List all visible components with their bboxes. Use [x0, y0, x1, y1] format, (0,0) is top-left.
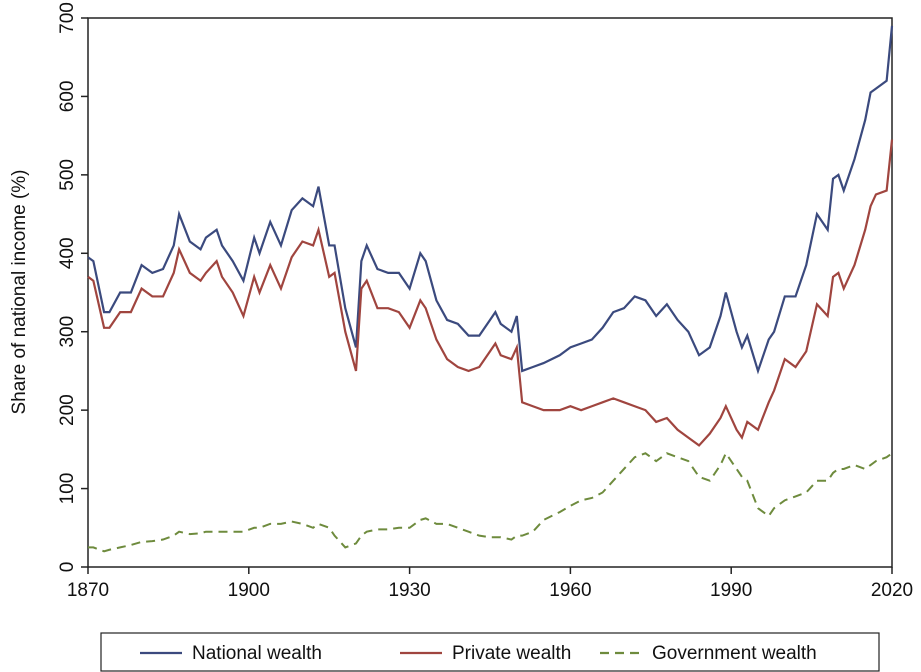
series-line — [88, 451, 893, 553]
x-tick-label: 1930 — [388, 580, 430, 601]
x-tick-label: 1870 — [67, 580, 109, 601]
y-tick-label: 500 — [57, 159, 78, 191]
y-tick-label: 200 — [57, 394, 78, 426]
x-tick-label: 1960 — [549, 580, 591, 601]
y-tick-label: 100 — [57, 473, 78, 505]
legend-box — [100, 632, 880, 672]
x-tick-label: 1900 — [228, 580, 270, 601]
legend-label: Government wealth — [652, 643, 817, 664]
legend-label: National wealth — [192, 643, 322, 664]
y-tick-label: 0 — [57, 562, 78, 573]
series-line — [87, 139, 894, 447]
y-tick-label: 600 — [57, 81, 78, 113]
legend-label: Private wealth — [452, 643, 571, 664]
y-tick-label: 400 — [57, 237, 78, 269]
y-tick-label: 300 — [57, 316, 78, 348]
x-tick-label: 2020 — [871, 580, 913, 601]
x-tick-label: 1990 — [710, 580, 752, 601]
y-axis-label: Share of national income (%) — [9, 169, 30, 414]
series-line — [87, 25, 894, 375]
y-tick-label: 700 — [57, 2, 78, 34]
plot-frame — [87, 17, 893, 568]
